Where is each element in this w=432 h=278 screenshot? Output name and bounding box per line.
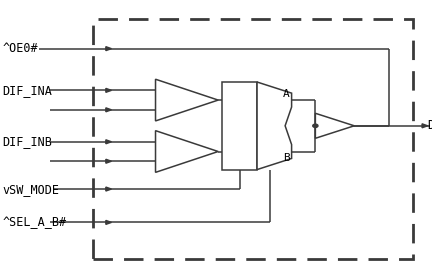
Text: ^OE0#: ^OE0#: [2, 42, 38, 55]
Bar: [222, 82, 257, 170]
Polygon shape: [257, 82, 292, 170]
Polygon shape: [106, 220, 111, 224]
Text: A: A: [283, 89, 289, 99]
Polygon shape: [422, 124, 428, 128]
Text: DIF0: DIF0: [428, 119, 432, 132]
Bar: [93, 19, 413, 259]
Polygon shape: [156, 131, 218, 172]
Polygon shape: [106, 187, 111, 191]
Polygon shape: [156, 79, 218, 121]
Text: B: B: [283, 153, 289, 163]
Text: ^SEL_A_B#: ^SEL_A_B#: [2, 216, 66, 229]
Polygon shape: [106, 140, 111, 144]
Text: DIF_INB: DIF_INB: [2, 135, 52, 148]
Polygon shape: [106, 108, 111, 112]
Text: DIF_INA: DIF_INA: [2, 84, 52, 97]
Polygon shape: [106, 47, 111, 51]
Polygon shape: [106, 159, 111, 163]
Text: vSW_MODE: vSW_MODE: [2, 183, 59, 195]
Polygon shape: [315, 113, 354, 138]
Circle shape: [313, 124, 318, 127]
Polygon shape: [106, 88, 111, 92]
